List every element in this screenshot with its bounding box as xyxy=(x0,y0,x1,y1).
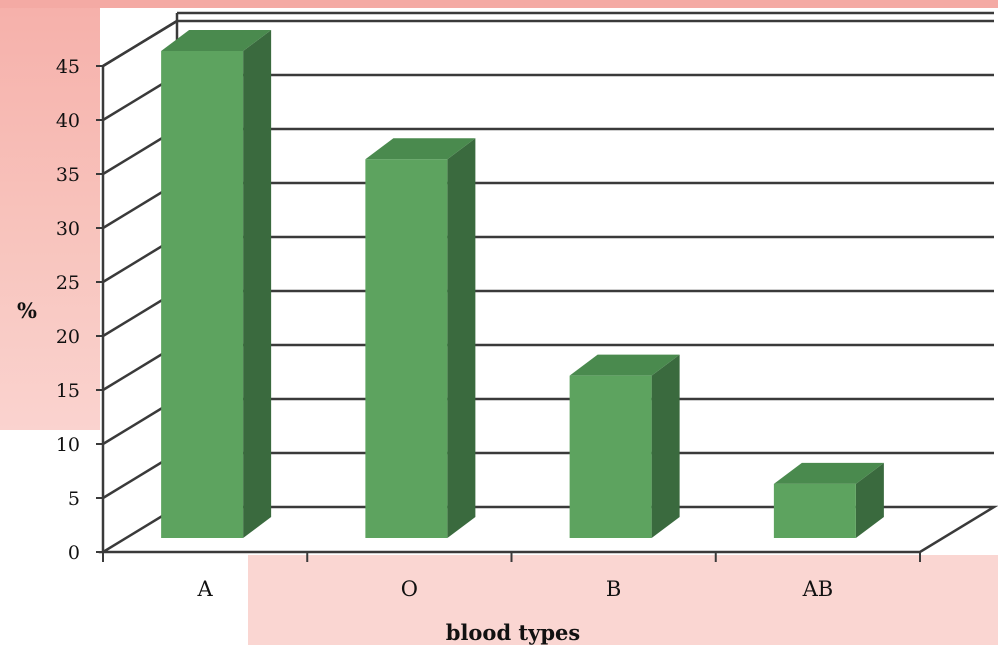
bar-front xyxy=(773,483,856,538)
y-tick-label: 0 xyxy=(68,542,80,564)
bar xyxy=(365,138,476,538)
bar-top xyxy=(161,30,272,51)
y-tick-label: 40 xyxy=(56,110,80,132)
y-tick-label: 20 xyxy=(56,326,80,348)
y-tick-label: 45 xyxy=(56,56,80,78)
x-tick-labels: A O B AB xyxy=(197,577,834,601)
x-tick-label: AB xyxy=(802,577,834,601)
x-tick-label: B xyxy=(606,577,621,601)
x-tick-label: A xyxy=(197,577,214,601)
background-accent-left xyxy=(0,0,100,430)
bar-side xyxy=(651,354,680,538)
bar-top xyxy=(365,138,476,160)
bar xyxy=(569,354,680,538)
bar-front xyxy=(569,375,652,538)
x-axis-title: blood types xyxy=(446,620,580,645)
side-wall-top xyxy=(102,19,178,68)
y-tick-label: 35 xyxy=(56,164,80,186)
y-tick-label: 25 xyxy=(56,272,80,294)
bar-side xyxy=(243,30,272,538)
bar-top xyxy=(773,462,884,484)
y-tick-labels: 0 5 10 15 20 25 30 35 40 45 xyxy=(56,56,80,564)
y-axis-title: % xyxy=(17,298,37,323)
background-accent-bottom xyxy=(248,555,998,645)
y-tick-label: 10 xyxy=(56,434,80,456)
y-tick-label: 30 xyxy=(56,218,80,240)
bar-side xyxy=(855,462,884,538)
bar-side xyxy=(447,138,476,538)
background-accent-top xyxy=(0,0,998,8)
floor-outline xyxy=(98,505,998,554)
bar-top xyxy=(569,354,680,376)
bar xyxy=(773,462,884,538)
bar-front xyxy=(365,159,448,538)
bar xyxy=(161,30,272,538)
x-tick-label: O xyxy=(401,577,418,601)
y-tick-label: 15 xyxy=(56,380,80,402)
gridlines xyxy=(98,19,998,554)
bars xyxy=(161,30,884,538)
bar-front xyxy=(161,51,244,538)
y-tick-label: 5 xyxy=(68,488,80,510)
